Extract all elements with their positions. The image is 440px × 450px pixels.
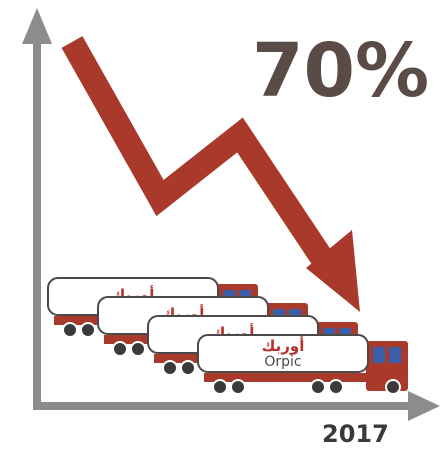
wheel: [180, 360, 196, 376]
wheel: [310, 379, 326, 395]
axes: [22, 8, 440, 421]
trend-arrow: [61, 36, 360, 312]
truck-chassis: [204, 373, 384, 382]
y-axis: [33, 40, 41, 410]
wheel: [130, 341, 146, 357]
truck-tank: [197, 334, 369, 373]
wheel: [62, 322, 78, 338]
wheel: [162, 360, 178, 376]
wheel: [328, 379, 344, 395]
wheel: [112, 341, 128, 357]
cab-window: [389, 347, 401, 363]
trend-arrowhead: [306, 230, 360, 312]
wheel: [212, 379, 228, 395]
wheel: [80, 322, 96, 338]
tank-label-en: Orpic: [264, 354, 301, 370]
wheel: [230, 379, 246, 395]
x-axis-arrow: [408, 391, 440, 421]
x-axis: [33, 402, 413, 410]
wheel: [385, 379, 401, 395]
trend-line: [61, 36, 340, 277]
year-label: 2017: [322, 420, 389, 448]
tank-label-ar: أوربك: [262, 336, 305, 355]
cab-window: [373, 347, 385, 363]
headline: 70%: [252, 28, 429, 114]
y-axis-arrow: [22, 8, 52, 44]
